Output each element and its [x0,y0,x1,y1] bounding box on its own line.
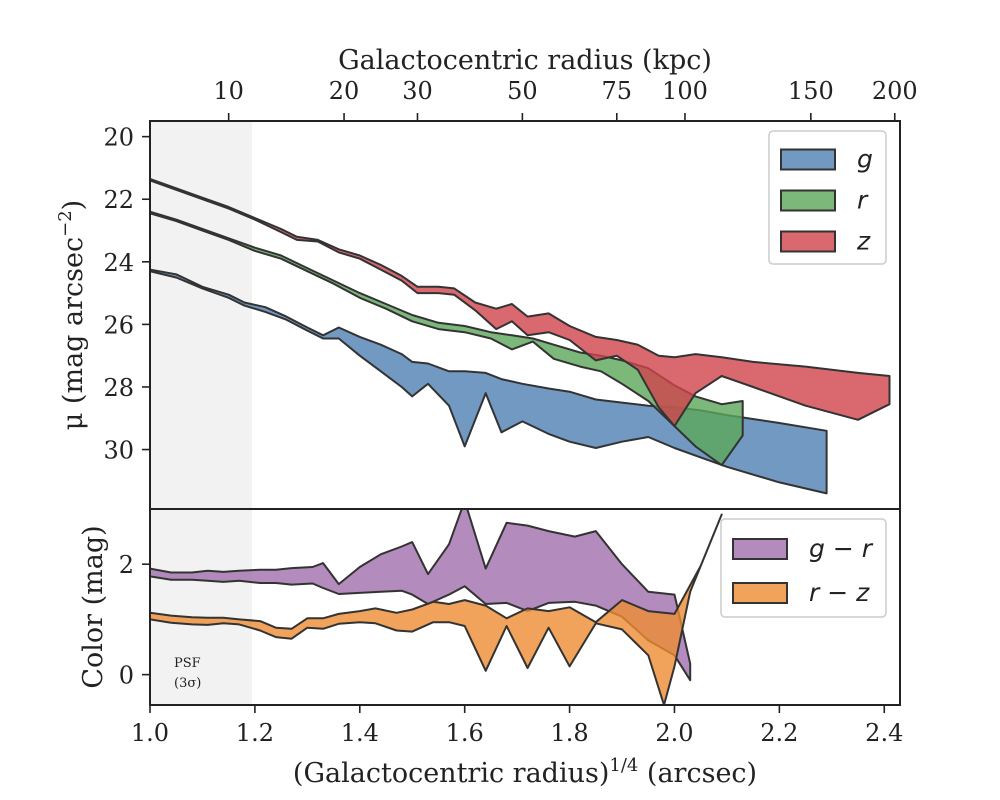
bottom-y-tick-label: 2 [119,551,134,579]
top-x-tick-label: 30 [402,77,433,105]
top-y-tick-label: 20 [103,124,134,152]
legend-label: g − r [809,534,874,563]
bottom-x-tick-label: 1.4 [341,719,379,747]
bottom-y-axis-label: Color (mag) [78,525,109,688]
bottom-x-tick-label: 1.6 [446,719,484,747]
top-x-tick-label: 50 [507,77,538,105]
series-band-z-top [150,177,891,428]
top-x-tick-label: 100 [662,77,708,105]
legend-label: z [856,227,871,256]
top-x-tick-label: 10 [213,77,244,105]
bottom-x-tick-label: 1.2 [236,719,274,747]
top-x-tick-label: 20 [329,77,360,105]
top-y-tick-label: 28 [103,374,134,402]
bottom-x-tick-label: 2.0 [655,719,693,747]
legend-swatch [780,189,836,212]
top-y-axis-label: μ (mag arcsec−2) [55,200,89,430]
top-x-axis-label: Galactocentric radius (kpc) [338,45,712,76]
legend-swatch [732,582,788,604]
top-y-tick-label: 24 [103,249,134,277]
bottom-plot-frame [149,508,901,706]
psf-label-line1: PSF [174,656,201,671]
top-x-tick-label: 200 [872,77,918,105]
legend-swatch [780,148,836,171]
legend-label: r [857,186,869,215]
top-x-tick-label: 75 [602,77,633,105]
top-x-tick-label: 150 [788,77,834,105]
top-y-tick-label: 22 [103,186,134,214]
series-band-r-top [150,210,744,467]
legend-swatch [780,230,836,253]
bottom-x-tick-label: 2.2 [760,719,798,747]
bottom-x-axis-label: (Galactocentric radius)1/4 (arcsec) [293,755,757,789]
bottom-x-tick-label: 1.8 [550,719,588,747]
top-panel: 20 22 24 26 28 30 10 20 30 50 75 100 150 200 Galacto… [55,45,918,510]
bottom-x-tick-label: 2.4 [865,719,903,747]
top-y-tick-label: 26 [103,311,134,339]
top-psf-region [150,121,252,509]
bottom-y-ticks: 02 [119,551,150,690]
top-legend: grz [768,130,887,265]
top-x-ticks-kpc: 10 20 30 50 75 100 150 200 [213,77,918,121]
legend-label: r − z [809,578,870,607]
bottom-psf-region [150,509,252,705]
bottom-x-tick-label: 1.0 [131,719,169,747]
legend-swatch [732,538,788,560]
psf-label-line2: (3σ) [174,676,201,691]
bottom-legend: g − r r − z [720,518,887,618]
bottom-panel: 02 1.0 1.2 1.4 1.6 1.8 2.0 2.2 2.4 PSF (3σ) Col… [78,508,903,789]
bottom-x-ticks: 1.0 1.2 1.4 1.6 1.8 2.0 2.2 2.4 [131,705,903,747]
series-band-g-top [150,268,828,495]
top-y-tick-label: 30 [103,437,134,465]
bottom-series-areas [150,509,723,705]
top-series-areas [150,177,891,495]
top-y-ticks: 20 22 24 26 28 30 [103,124,150,465]
legend-label: g [857,145,873,174]
series-band-gr-bot [150,509,692,682]
series-band-rz-bot [150,513,723,705]
bottom-y-tick-label: 0 [119,662,134,690]
